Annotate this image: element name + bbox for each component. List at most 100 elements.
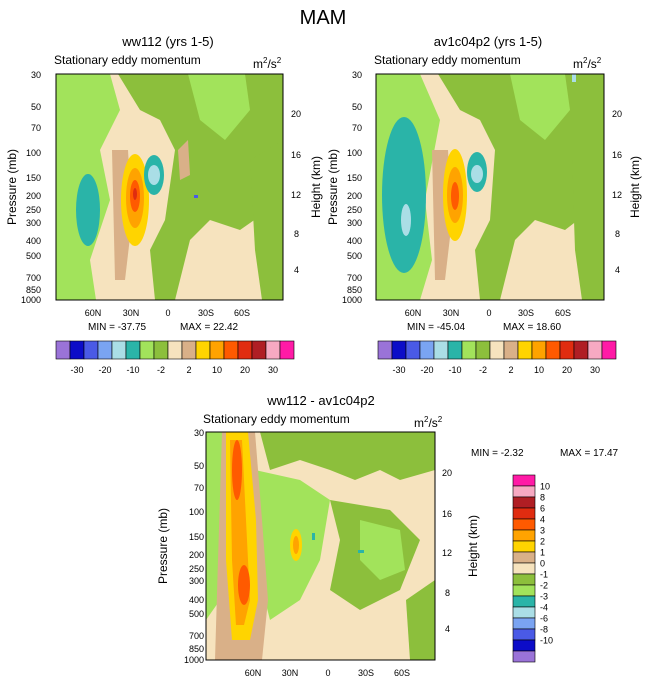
height-tick-label: 12	[612, 190, 622, 200]
max-label: MAX = 22.42	[180, 322, 239, 333]
y-axis-left: 30 50 70 100 150 200 250 300 400 500 700…	[342, 70, 362, 305]
y-axis-right: 20 16 12 8 4	[442, 468, 452, 634]
colorbar-label: 20	[240, 365, 250, 375]
y-tick-label: 200	[347, 191, 362, 201]
units-label: m2/s2	[253, 56, 282, 71]
colorbar-label: -30	[70, 365, 83, 375]
x-tick-label: 30S	[518, 308, 534, 318]
colorbar-swatch	[111, 340, 127, 360]
height-tick-label: 12	[291, 190, 301, 200]
y-tick-label: 1000	[342, 295, 362, 305]
panel-av1c04p2: av1c04p2 (yrs 1-5) Stationary eddy momen…	[326, 34, 642, 333]
colorbar-label: 3	[540, 526, 545, 536]
panel-title: ww112 (yrs 1-5)	[121, 34, 214, 49]
y-axis-left: 30 50 70 100 150 200 250 300 400 500 700…	[184, 428, 204, 665]
colorbar-swatch	[512, 628, 536, 641]
height-tick-label: 12	[442, 548, 452, 558]
colorbar-swatch	[512, 639, 536, 652]
x-tick-label: 30S	[198, 308, 214, 318]
y-tick-label: 200	[26, 191, 41, 201]
y-axis-title: Pressure (mb)	[156, 508, 170, 584]
x-tick-label: 60S	[394, 668, 410, 678]
colorbar-swatch	[517, 340, 533, 360]
y-tick-label: 850	[26, 285, 41, 295]
height-tick-label: 4	[445, 624, 450, 634]
y-axis-title: Pressure (mb)	[5, 149, 19, 225]
colorbar-swatch	[97, 340, 113, 360]
colorbar-label: -30	[392, 365, 405, 375]
colorbar-swatch	[405, 340, 421, 360]
colorbar-swatch	[167, 340, 183, 360]
colorbar-swatch	[265, 340, 281, 360]
units-label: m2/s2	[414, 415, 443, 430]
contour-field	[376, 74, 604, 300]
min-label: MIN = -37.75	[88, 322, 147, 333]
colorbar-swatch	[475, 340, 491, 360]
y-tick-label: 700	[26, 273, 41, 283]
y-tick-label: 30	[352, 70, 362, 80]
colorbar-swatch	[545, 340, 561, 360]
panel-subtitle: Stationary eddy momentum	[374, 53, 521, 67]
y-tick-label: 850	[347, 285, 362, 295]
y-axis-right-title: Height (km)	[466, 515, 480, 577]
x-tick-label: 0	[325, 668, 330, 678]
y-tick-label: 400	[189, 595, 204, 605]
x-tick-label: 30S	[358, 668, 374, 678]
y-axis-left: 30 50 70 100 150 200 250 300 400 500 700…	[21, 70, 41, 305]
colorbar-swatch	[601, 340, 617, 360]
colorbar-swatch	[512, 562, 536, 575]
y-tick-label: 250	[26, 205, 41, 215]
height-tick-label: 4	[294, 265, 299, 275]
colorbar-label: 4	[540, 515, 545, 525]
panel-title: ww112 - av1c04p2	[266, 393, 374, 408]
colorbar-swatch	[512, 573, 536, 586]
y-tick-label: 500	[26, 251, 41, 261]
colorbar-swatch	[223, 340, 239, 360]
colorbar-label: -10	[448, 365, 461, 375]
colorbar-swatch	[419, 340, 435, 360]
y-tick-label: 850	[189, 644, 204, 654]
colorbar-label: 10	[534, 365, 544, 375]
height-tick-label: 4	[615, 265, 620, 275]
colorbar-label: -6	[540, 614, 548, 624]
colorbar-label: -20	[98, 365, 111, 375]
colorbar-label: -2	[479, 365, 487, 375]
panel-subtitle: Stationary eddy momentum	[54, 53, 201, 67]
x-tick-label: 0	[165, 308, 170, 318]
x-tick-label: 30N	[123, 308, 140, 318]
y-tick-label: 150	[189, 532, 204, 542]
colorbar-swatch	[512, 595, 536, 608]
colorbar-label: -2	[540, 581, 548, 591]
y-tick-label: 300	[189, 576, 204, 586]
y-tick-label: 100	[347, 148, 362, 158]
y-axis-right-title: Height (km)	[309, 156, 323, 218]
y-tick-label: 400	[26, 236, 41, 246]
colorbar-label: 10	[540, 482, 550, 492]
colorbar-swatch	[512, 551, 536, 564]
colorbar-right: -30 -20 -10 -2 2 10 20 30	[377, 340, 617, 375]
colorbar-label: 2	[508, 365, 513, 375]
height-tick-label: 8	[615, 229, 620, 239]
colorbar-label: 10	[212, 365, 222, 375]
units-label: m2/s2	[573, 56, 602, 71]
y-tick-label: 70	[352, 123, 362, 133]
y-tick-label: 100	[189, 507, 204, 517]
colorbar-swatch	[512, 540, 536, 553]
y-tick-label: 70	[31, 123, 41, 133]
y-axis-title: Pressure (mb)	[326, 149, 340, 225]
height-tick-label: 8	[445, 588, 450, 598]
colorbar-swatch	[573, 340, 589, 360]
colorbar-swatch	[489, 340, 505, 360]
y-tick-label: 100	[26, 148, 41, 158]
x-tick-label: 60N	[405, 308, 422, 318]
colorbar-swatch	[251, 340, 267, 360]
y-tick-label: 200	[189, 550, 204, 560]
colorbar-swatch	[209, 340, 225, 360]
y-axis-right: 20 16 12 8 4	[291, 109, 301, 275]
y-tick-label: 150	[347, 173, 362, 183]
colorbar-swatch	[391, 340, 407, 360]
colorbar-swatch	[512, 474, 536, 487]
colorbar-label: -10	[540, 636, 553, 646]
colorbar-label: -10	[126, 365, 139, 375]
